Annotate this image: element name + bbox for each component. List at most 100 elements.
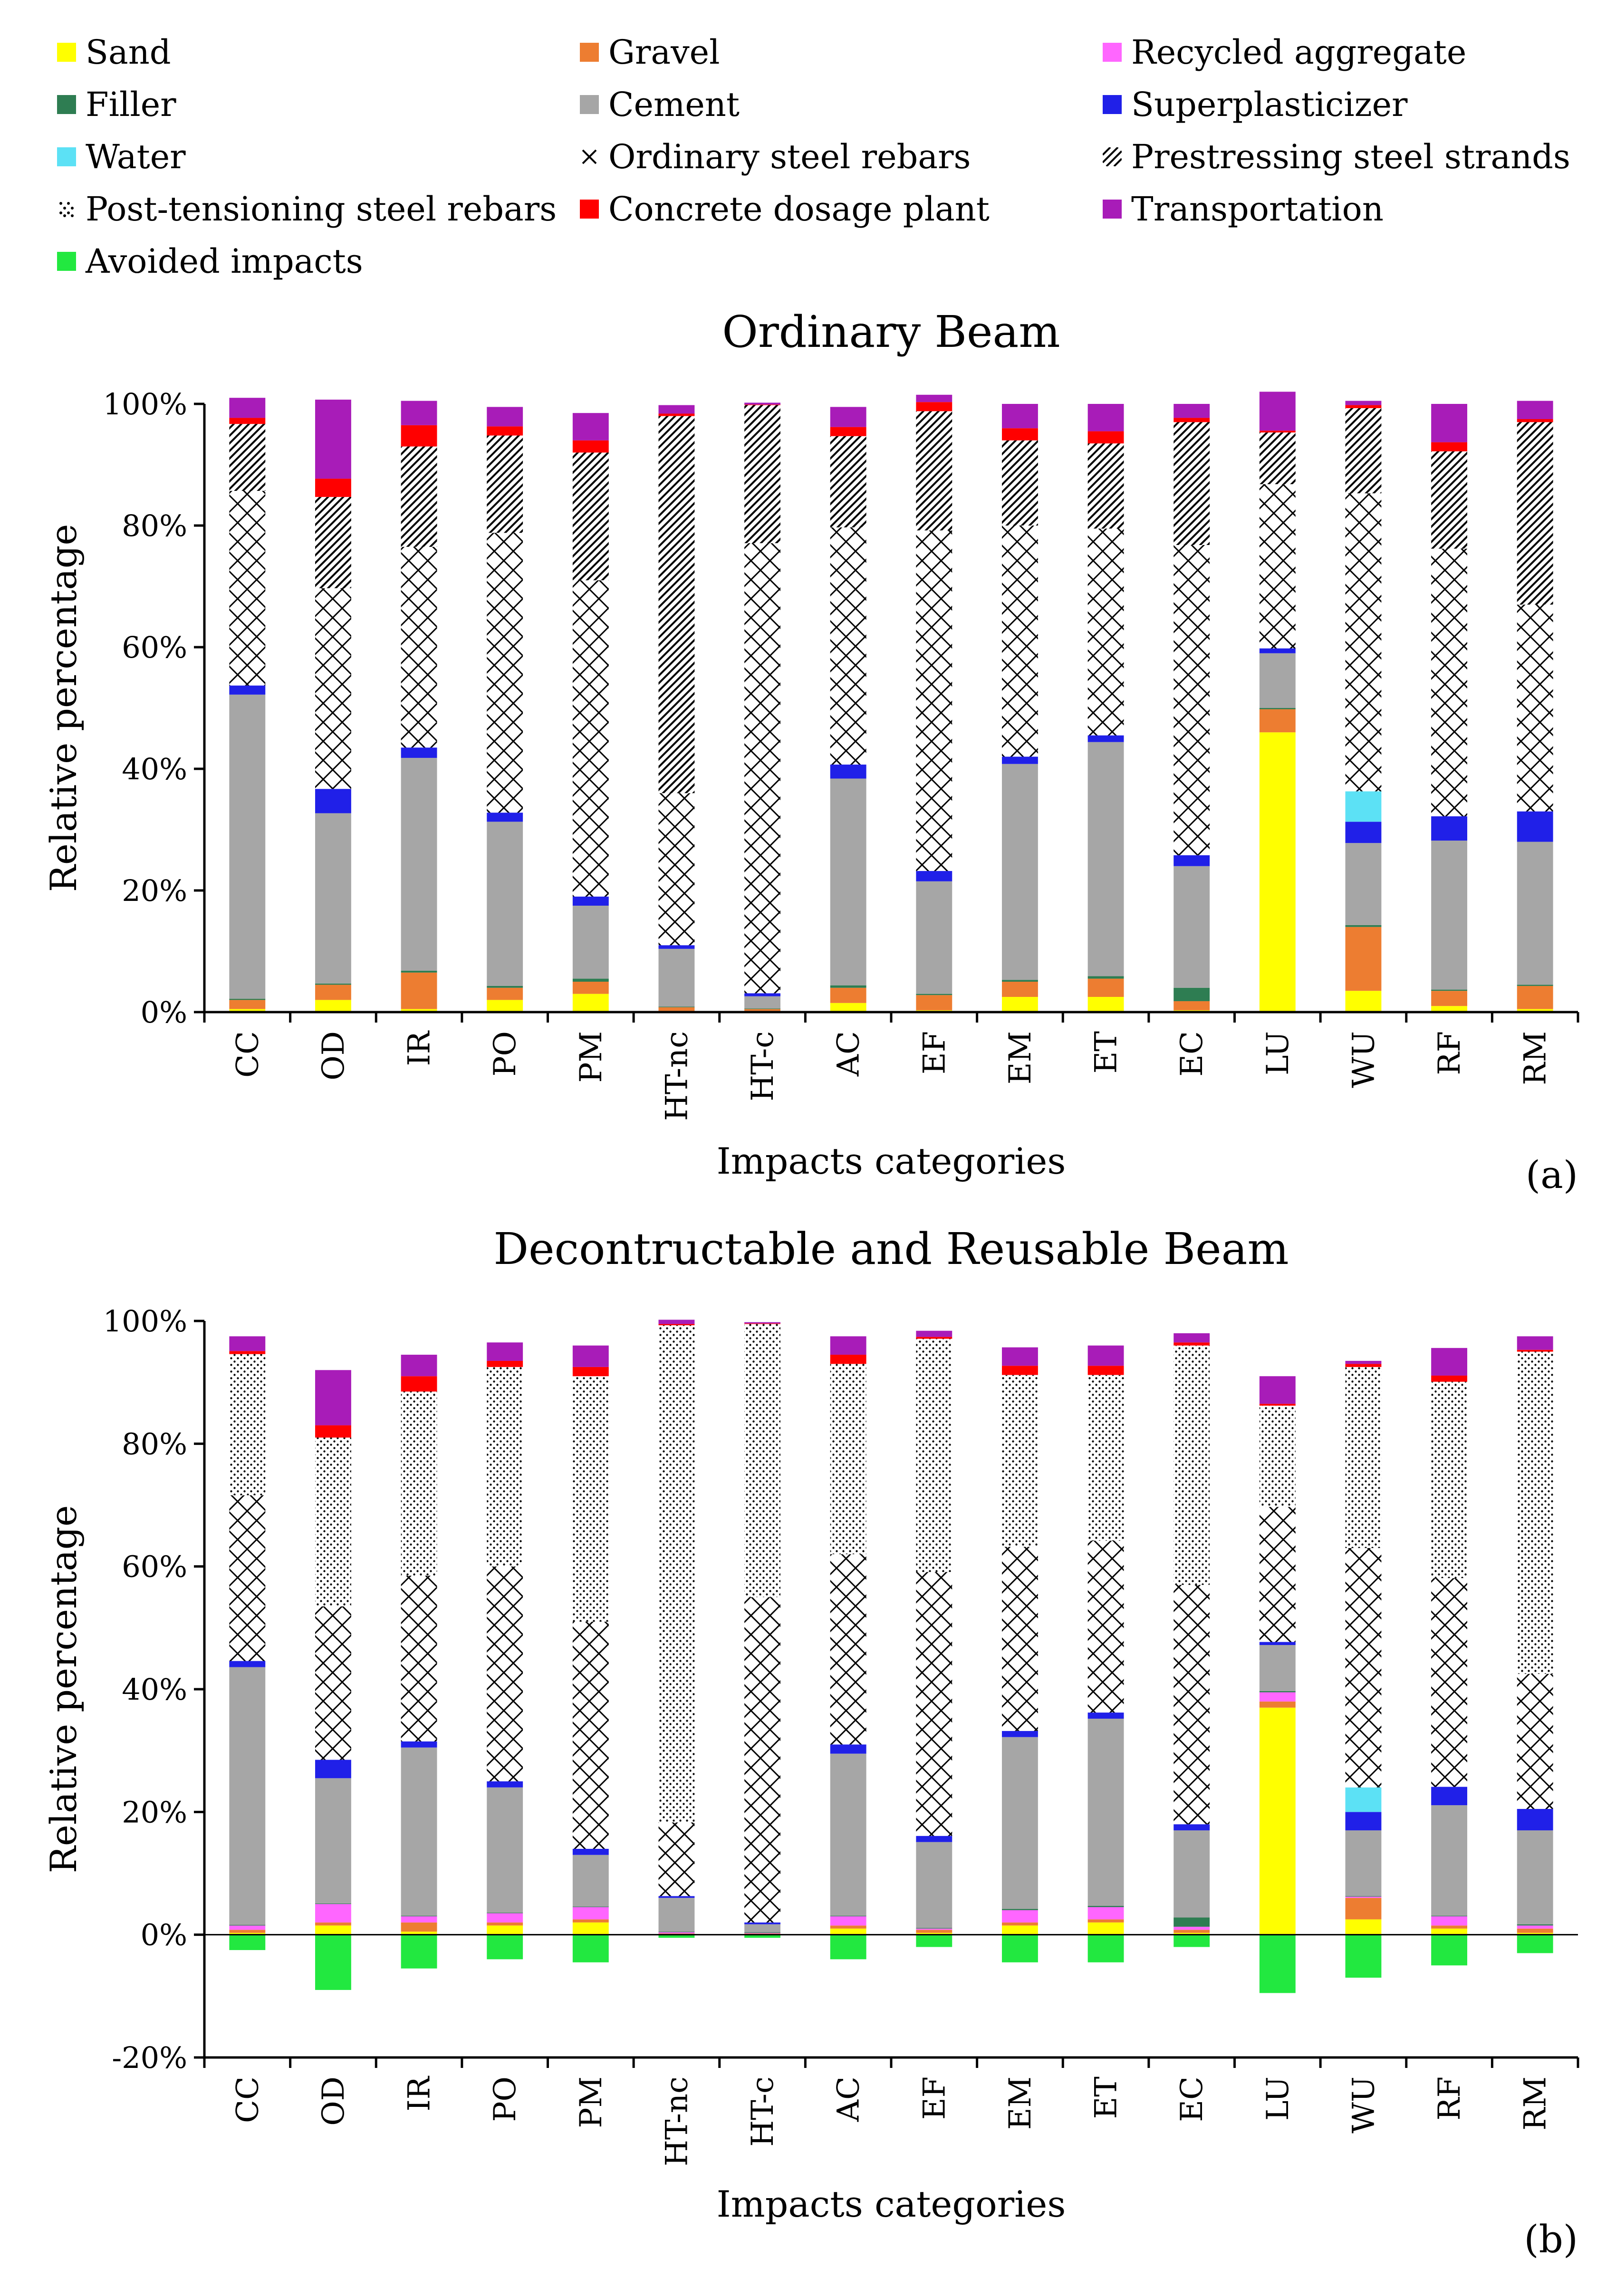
x-axis-label: Impacts categories (717, 1140, 1066, 1182)
x-tick-label: AC (831, 2076, 866, 2122)
bar-segment-ordinary (401, 1576, 437, 1741)
y-tick-label: 100% (103, 1304, 187, 1339)
bar-segment-recycled (830, 1916, 866, 1926)
y-tick-label: 20% (122, 873, 187, 908)
bar-segment-transport (916, 1330, 952, 1337)
bar-segment-ordinary (1431, 548, 1467, 816)
bar-segment-superplasticizer (830, 765, 866, 779)
bar-segment-avoided (229, 1934, 266, 1950)
legend-item-sand: Sand (57, 29, 171, 76)
y-tick-label: 0% (141, 1918, 187, 1952)
bar-segment-filler (1259, 1691, 1296, 1693)
bar-segment-avoided (487, 1934, 523, 1960)
y-tick-label: 20% (122, 1795, 187, 1829)
bar-segment-superplasticizer (658, 1896, 695, 1898)
bar-segment-ordinary (229, 1495, 266, 1661)
bar-segment-transport (1345, 401, 1382, 405)
bar-segment-filler (572, 978, 609, 982)
bar-segment-gravel (744, 1933, 780, 1934)
bar-segment-prestressing (1345, 408, 1382, 494)
bar-segment-cement (744, 1924, 780, 1932)
bar-stack-ir (401, 1355, 437, 1969)
bar-segment-superplasticizer (1087, 1712, 1124, 1719)
bar-segment-posttension (658, 1325, 695, 1823)
bar-segment-ordinary (1345, 493, 1382, 792)
bar-segment-filler (658, 1006, 695, 1007)
bar-segment-posttension (572, 1376, 609, 1622)
bar-segment-plant (658, 413, 695, 416)
legend-item-prestressing: Prestressing steel strands (1103, 133, 1570, 181)
y-tick-label: 0% (141, 995, 187, 1030)
bar-segment-avoided (1431, 1934, 1467, 1966)
bar-stack-wu (1345, 1360, 1382, 1978)
x-tick-label: ET (1089, 1031, 1124, 1074)
bar-segment-cement (1259, 1645, 1296, 1691)
bar-segment-filler (487, 985, 523, 988)
bar-segment-posttension (1431, 1381, 1467, 1578)
x-tick-label: EM (1003, 1031, 1038, 1084)
bar-segment-gravel (487, 1922, 523, 1926)
bar-segment-gravel (1345, 927, 1382, 991)
legend-label: Sand (86, 33, 171, 72)
bar-segment-sand (401, 1009, 437, 1012)
bar-segment-superplasticizer (658, 945, 695, 949)
bar-segment-ordinary (658, 793, 695, 946)
bar-stack-pm (572, 1345, 609, 1962)
bar-segment-superplasticizer (315, 789, 351, 813)
legend-swatch-prestressing (1103, 147, 1122, 166)
bar-segment-cement (315, 813, 351, 984)
bar-segment-plant (658, 1324, 695, 1326)
legend-item-ordinary: Ordinary steel rebars (580, 133, 971, 181)
x-tick-label: ET (1089, 2076, 1124, 2119)
bar-segment-filler (1345, 925, 1382, 927)
bar-segment-ordinary (487, 1566, 523, 1781)
bar-segment-posttension (487, 1367, 523, 1567)
bar-segment-transport (1174, 1333, 1210, 1343)
bar-segment-plant (1431, 1375, 1467, 1382)
y-axis-label: Relative percentage (42, 1505, 85, 1874)
bar-segment-gravel (1431, 991, 1467, 1006)
legend-swatch-cement (580, 95, 599, 114)
legend-swatch-transport (1103, 200, 1122, 219)
bar-segment-avoided (1259, 1934, 1296, 1993)
bar-segment-prestressing (229, 424, 266, 491)
bar-segment-filler (229, 998, 266, 1000)
bar-segment-ordinary (315, 1606, 351, 1760)
bar-segment-transport (744, 402, 780, 405)
bar-segment-transport (1517, 1336, 1553, 1350)
bar-segment-ordinary (1087, 1540, 1124, 1713)
bar-segment-prestressing (916, 411, 952, 531)
bar-segment-cement (1002, 1737, 1038, 1909)
bar-segment-filler (744, 1008, 780, 1009)
bar-segment-ordinary (1174, 545, 1210, 855)
bar-stack-wu (1345, 401, 1382, 1012)
bar-segment-avoided (572, 1934, 609, 1962)
bar-segment-plant (1259, 430, 1296, 433)
legend-label: Post-tensioning steel rebars (86, 190, 557, 229)
chart-ordinary-beam: Ordinary Beam 0% 20% 40% 60% 80% 100% CC OD IR PO P… (42, 306, 1579, 1197)
bar-segment-superplasticizer (916, 871, 952, 881)
legend-swatch-plant (580, 200, 599, 219)
bar-segment-avoided (1174, 1934, 1210, 1947)
bar-segment-superplasticizer (1259, 1642, 1296, 1645)
bar-segment-prestressing (1259, 432, 1296, 484)
bar-stack-ht-c (744, 402, 780, 1012)
bar-segment-plant (744, 1323, 780, 1324)
bar-segment-transport (658, 1320, 695, 1324)
x-tick-label: EF (917, 2076, 952, 2120)
bar-stack-ec (1174, 1333, 1210, 1947)
bar-segment-recycled (1174, 1926, 1210, 1930)
bar-segment-sand (1087, 1922, 1124, 1935)
y-tick-label: 60% (122, 1550, 187, 1584)
bar-segment-sand (1002, 1925, 1038, 1935)
bar-segment-avoided (916, 1934, 952, 1947)
bar-segment-transport (1259, 1376, 1296, 1404)
legend-item-water: Water (57, 133, 186, 181)
chart-legend: Sand Gravel Recycled aggregate Filler Cement… (57, 29, 1578, 285)
bar-segment-sand (1431, 1928, 1467, 1935)
bar-segment-filler (830, 985, 866, 988)
bar-segment-cement (830, 778, 866, 985)
x-tick-label: PO (488, 1031, 523, 1077)
bar-segment-ordinary (1259, 1507, 1296, 1642)
bar-segment-superplasticizer (1345, 1812, 1382, 1831)
